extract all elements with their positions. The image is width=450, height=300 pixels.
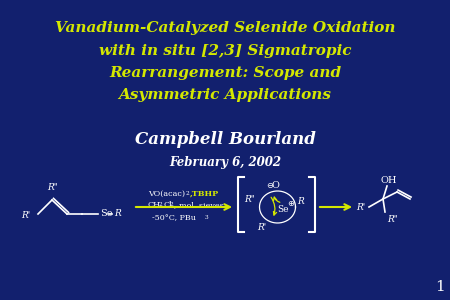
Text: ⊕: ⊕ <box>287 199 294 208</box>
Text: R": R" <box>387 215 398 224</box>
Text: VO(acac): VO(acac) <box>148 190 185 198</box>
Text: , mol. sieves: , mol. sieves <box>174 201 224 209</box>
Text: -50°C, PBu: -50°C, PBu <box>152 214 196 222</box>
Text: ,TBHP: ,TBHP <box>190 190 219 198</box>
Text: 2: 2 <box>170 202 174 207</box>
Text: Vanadium-Catalyzed Selenide Oxidation: Vanadium-Catalyzed Selenide Oxidation <box>55 21 395 35</box>
Text: with in situ [2,3] Sigmatropic: with in situ [2,3] Sigmatropic <box>99 44 351 58</box>
Text: R": R" <box>48 183 58 192</box>
Text: Cl: Cl <box>163 201 171 209</box>
Text: Se: Se <box>100 209 112 218</box>
Text: 3: 3 <box>205 215 209 220</box>
Text: CH: CH <box>148 201 161 209</box>
Text: Rearrangement: Scope and: Rearrangement: Scope and <box>109 66 341 80</box>
Text: R': R' <box>356 203 365 212</box>
Text: O: O <box>271 181 279 190</box>
Text: 2: 2 <box>159 202 163 207</box>
Text: R": R" <box>245 194 256 203</box>
Text: OH: OH <box>381 176 397 185</box>
Text: R: R <box>297 196 304 206</box>
Text: 1: 1 <box>435 280 445 294</box>
Text: Campbell Bourland: Campbell Bourland <box>135 130 315 148</box>
Text: Asymmetric Applications: Asymmetric Applications <box>118 88 332 103</box>
Text: 2: 2 <box>186 191 190 196</box>
Text: Se: Se <box>277 205 288 214</box>
Text: February 6, 2002: February 6, 2002 <box>169 156 281 169</box>
Text: ⊖: ⊖ <box>266 181 273 190</box>
Text: R': R' <box>21 212 30 220</box>
Text: R: R <box>114 209 121 218</box>
Text: R': R' <box>257 223 266 232</box>
